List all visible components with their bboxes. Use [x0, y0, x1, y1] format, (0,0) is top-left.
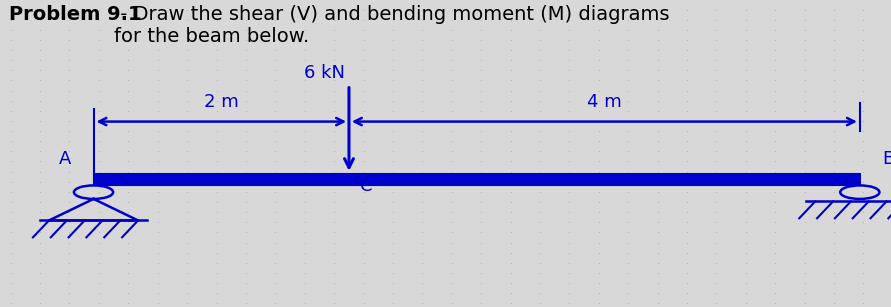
Text: B: B: [882, 150, 891, 168]
Text: 4 m: 4 m: [587, 93, 622, 111]
Text: 6 kN: 6 kN: [304, 64, 345, 82]
Text: C: C: [360, 177, 372, 195]
Text: 2 m: 2 m: [204, 93, 239, 111]
Text: A: A: [59, 150, 71, 168]
Bar: [94, 174, 860, 185]
Text: - Draw the shear (V) and bending moment (M) diagrams
for the beam below.: - Draw the shear (V) and bending moment …: [114, 5, 669, 46]
Text: Problem 9.1: Problem 9.1: [9, 5, 142, 24]
